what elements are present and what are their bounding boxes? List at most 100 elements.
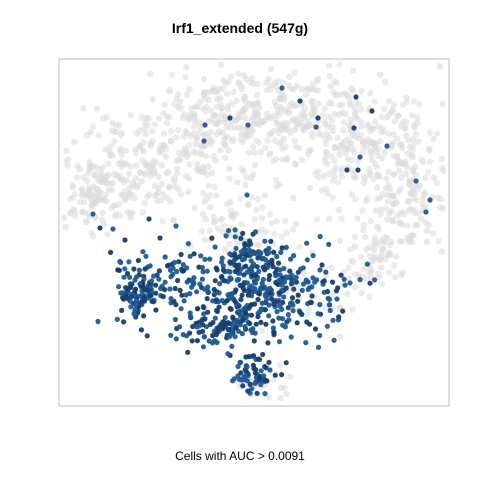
positive-cell [272,372,278,378]
positive-cell [236,376,242,382]
positive-cell [122,237,128,243]
background-cell [359,207,366,214]
background-cell [335,111,343,118]
positive-cell [128,284,134,290]
background-cell [393,199,400,207]
background-cell [397,185,404,192]
positive-cell [153,307,159,313]
positive-cell [199,276,205,282]
positive-cell [287,300,294,307]
positive-cell [242,323,248,330]
positive-cell [219,259,225,265]
positive-cell [197,281,203,287]
background-cell [360,143,367,150]
positive-cell [268,238,274,244]
positive-cell [137,293,143,299]
positive-cell [224,298,230,304]
positive-cell [301,281,307,287]
background-cell [388,238,395,245]
positive-cell [183,292,189,298]
background-cell [351,243,359,250]
background-cell [414,138,422,145]
positive-cell [158,285,164,291]
background-cell [368,266,375,273]
background-cell [205,163,212,170]
background-cell [419,195,426,203]
background-cell [73,174,81,181]
positive-cell [309,293,315,299]
background-cell [410,194,418,201]
positive-cell [317,267,323,273]
background-cell [252,161,259,169]
positive-cell [151,273,157,279]
background-cell [267,114,274,122]
positive-cell [116,267,122,273]
positive-cell [179,292,185,298]
positive-cell [355,167,361,173]
background-cell [435,237,442,245]
background-cell [235,70,242,78]
background-cell [115,160,122,167]
positive-cell [202,122,208,128]
background-cell [234,179,241,186]
positive-cell [153,282,159,288]
background-cell [142,130,149,137]
background-cell [109,179,116,187]
positive-cell [222,278,228,284]
background-cell [205,182,213,190]
background-cell [242,181,249,188]
background-cell [259,204,266,211]
positive-cell [212,338,218,344]
positive-cell [225,327,231,333]
background-cell [144,193,151,201]
background-cell [72,212,79,219]
positive-cell [262,377,268,383]
positive-cell [124,295,131,301]
positive-cell [257,377,263,383]
background-cell [158,142,165,149]
positive-cell [240,383,246,389]
background-cell [360,173,367,180]
positive-cell [252,286,258,292]
positive-cell [123,285,129,291]
background-cell [386,249,393,256]
background-cell [279,122,287,130]
background-cell [326,72,333,80]
positive-cell [156,268,162,274]
background-cell [231,124,238,131]
background-cell [242,132,249,139]
background-cell [382,78,389,86]
background-cell [191,204,198,212]
background-cell [205,118,213,125]
background-cell [291,102,299,110]
background-cell [309,133,316,140]
positive-cell [253,272,259,278]
background-cell [358,289,365,297]
background-cell [391,118,399,125]
background-cell [239,138,247,146]
positive-cell [336,314,342,320]
background-cell [201,169,208,176]
background-cell [336,333,344,340]
background-cell [379,246,386,253]
positive-cell [204,296,210,302]
background-cell [99,114,107,122]
background-cell [126,184,133,191]
positive-cell [127,274,133,280]
background-cell [279,79,287,86]
background-cell [265,394,272,401]
background-cell [93,105,101,112]
background-cell [433,179,441,187]
background-cell [393,253,400,260]
background-cell [433,130,441,137]
background-cell [346,140,353,147]
background-cell [236,79,243,87]
background-cell [308,110,315,117]
background-cell [372,118,379,126]
background-cell [409,166,416,173]
background-cell [309,98,317,105]
positive-cell [255,356,261,362]
background-cell [136,144,143,151]
background-cell [190,129,197,137]
background-cell [438,248,445,255]
